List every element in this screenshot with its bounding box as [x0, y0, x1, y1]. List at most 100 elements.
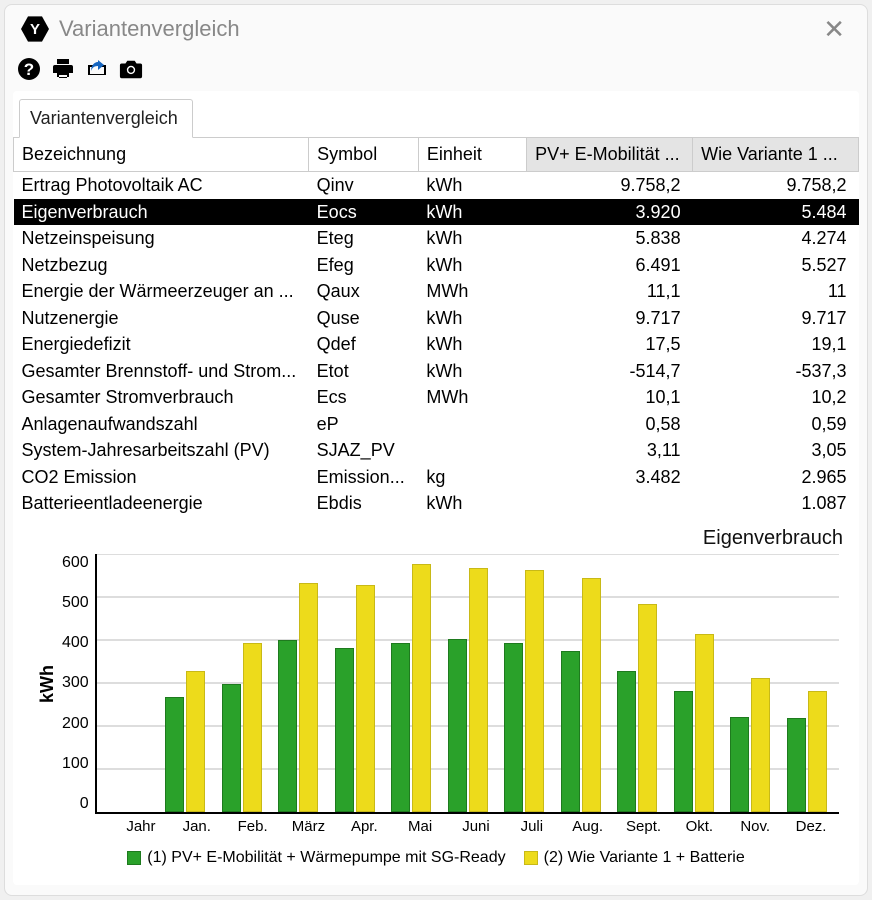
table-cell: MWh	[418, 278, 526, 305]
table-cell: Energiedefizit	[14, 331, 309, 358]
table-cell: Ertrag Photovoltaik AC	[14, 172, 309, 199]
table-cell: Netzeinspeisung	[14, 225, 309, 252]
table-cell: 6.491	[527, 252, 693, 279]
bar	[186, 671, 205, 812]
bar	[356, 585, 375, 811]
col-einheit[interactable]: Einheit	[418, 138, 526, 172]
col-variant-1[interactable]: PV+ E-Mobilität ...	[527, 138, 693, 172]
bar	[751, 678, 770, 811]
table-body: Ertrag Photovoltaik ACQinvkWh9.758,29.75…	[14, 172, 859, 517]
x-tick-label: Jan.	[169, 818, 225, 835]
table-cell: Etot	[309, 358, 419, 385]
y-tick-label: 400	[62, 634, 89, 652]
table-row[interactable]: BatterieentladeenergieEbdiskWh1.087	[14, 490, 859, 517]
table-cell: 9.758,2	[693, 172, 859, 199]
table-cell	[527, 490, 693, 517]
help-icon[interactable]: ?	[17, 57, 41, 81]
table-cell: 4.274	[693, 225, 859, 252]
table-row[interactable]: EigenverbrauchEocskWh3.9205.484	[14, 199, 859, 226]
chart-y-label: kWh	[33, 554, 62, 814]
camera-icon[interactable]	[119, 57, 143, 81]
y-tick-label: 200	[62, 715, 89, 733]
bar	[243, 643, 262, 812]
x-tick-label: März	[281, 818, 337, 835]
table-cell: Efeg	[309, 252, 419, 279]
table-cell: Quse	[309, 305, 419, 332]
table-cell: 1.087	[693, 490, 859, 517]
table-header-row: Bezeichnung Symbol Einheit PV+ E-Mobilit…	[14, 138, 859, 172]
table-cell: kWh	[418, 225, 526, 252]
table-cell: Batterieentladeenergie	[14, 490, 309, 517]
bar	[448, 639, 467, 811]
table-row[interactable]: NutzenergieQusekWh9.7179.717	[14, 305, 859, 332]
table-row[interactable]: NetzbezugEfegkWh6.4915.527	[14, 252, 859, 279]
x-tick-label: Feb.	[225, 818, 281, 835]
bar	[617, 671, 636, 812]
table-cell: 10,1	[527, 384, 693, 411]
bar-group	[553, 578, 609, 811]
bar-group	[101, 810, 157, 812]
table-cell: 3,11	[527, 437, 693, 464]
legend-label: (2) Wie Variante 1 + Batterie	[544, 849, 745, 867]
table-row[interactable]: System-Jahresarbeitszahl (PV)SJAZ_PV3,11…	[14, 437, 859, 464]
bar	[335, 648, 354, 812]
close-button[interactable]: ✕	[817, 16, 851, 42]
table-cell: eP	[309, 411, 419, 438]
table-cell: Emission...	[309, 464, 419, 491]
legend-item-1: (1) PV+ E-Mobilität + Wärmepumpe mit SG-…	[127, 849, 505, 867]
chart-plot-area	[95, 554, 839, 814]
x-tick-label: Juni	[448, 818, 504, 835]
table-row[interactable]: Ertrag Photovoltaik ACQinvkWh9.758,29.75…	[14, 172, 859, 199]
x-tick-label: Okt.	[671, 818, 727, 835]
table-cell: 3.482	[527, 464, 693, 491]
y-tick-label: 300	[62, 674, 89, 692]
bar	[504, 643, 523, 812]
x-tick-label: Sept.	[616, 818, 672, 835]
bar	[730, 717, 749, 811]
toolbar: ?	[5, 49, 867, 91]
table-cell: 3.920	[527, 199, 693, 226]
x-tick-label: Jahr	[113, 818, 169, 835]
x-tick-label: Nov.	[727, 818, 783, 835]
table-cell	[418, 437, 526, 464]
table-cell: CO2 Emission	[14, 464, 309, 491]
table-cell: 2.965	[693, 464, 859, 491]
table-cell: 9.717	[527, 305, 693, 332]
table-row[interactable]: Energie der Wärmeerzeuger an ...QauxMWh1…	[14, 278, 859, 305]
table-cell: System-Jahresarbeitszahl (PV)	[14, 437, 309, 464]
table-cell: Nutzenergie	[14, 305, 309, 332]
bar-group	[779, 691, 835, 811]
table-row[interactable]: NetzeinspeisungEtegkWh5.8384.274	[14, 225, 859, 252]
chart: kWh 6005004003002001000 JahrJan.Feb.März…	[13, 554, 859, 875]
legend-label: (1) PV+ E-Mobilität + Wärmepumpe mit SG-…	[147, 849, 505, 867]
x-tick-label: Apr.	[336, 818, 392, 835]
legend-swatch-icon	[524, 851, 538, 865]
col-bezeichnung[interactable]: Bezeichnung	[14, 138, 309, 172]
legend-swatch-icon	[127, 851, 141, 865]
table-row[interactable]: Gesamter Brennstoff- und Strom...EtotkWh…	[14, 358, 859, 385]
tab-variantenvergleich[interactable]: Variantenvergleich	[19, 99, 193, 138]
table-cell: kWh	[418, 358, 526, 385]
table-cell: kWh	[418, 199, 526, 226]
y-tick-label: 500	[62, 594, 89, 612]
bar	[412, 564, 431, 812]
col-variant-2[interactable]: Wie Variante 1 ...	[693, 138, 859, 172]
chart-x-axis: JahrJan.Feb.MärzApr.MaiJuniJuliAug.Sept.…	[33, 818, 839, 835]
share-icon[interactable]	[85, 57, 109, 81]
print-icon[interactable]	[51, 57, 75, 81]
table-cell: 9.758,2	[527, 172, 693, 199]
table-row[interactable]: CO2 EmissionEmission...kg3.4822.965	[14, 464, 859, 491]
bar	[222, 684, 241, 812]
table-cell: kWh	[418, 331, 526, 358]
table-row[interactable]: EnergiedefizitQdefkWh17,519,1	[14, 331, 859, 358]
chart-legend: (1) PV+ E-Mobilität + Wärmepumpe mit SG-…	[33, 835, 839, 875]
table-cell: 17,5	[527, 331, 693, 358]
table-row[interactable]: AnlagenaufwandszahleP0,580,59	[14, 411, 859, 438]
bar-group	[666, 634, 722, 812]
col-symbol[interactable]: Symbol	[309, 138, 419, 172]
y-tick-label: 600	[62, 554, 89, 572]
table-cell: Anlagenaufwandszahl	[14, 411, 309, 438]
x-tick-label: Aug.	[560, 818, 616, 835]
bar-group	[722, 678, 778, 811]
table-row[interactable]: Gesamter StromverbrauchEcsMWh10,110,2	[14, 384, 859, 411]
